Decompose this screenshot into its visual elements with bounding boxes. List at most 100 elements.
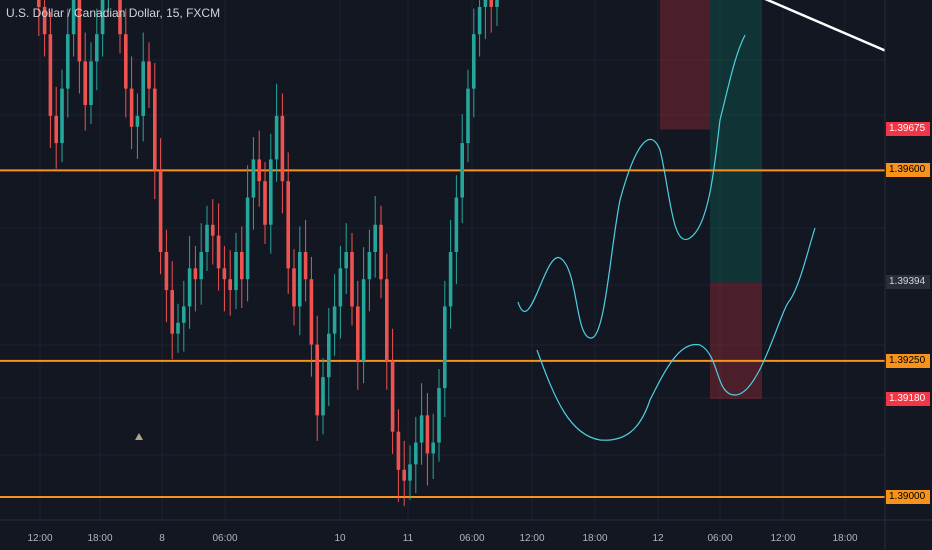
time-tick-label: 06:00 bbox=[212, 533, 237, 544]
time-tick-label: 18:00 bbox=[582, 533, 607, 544]
candle-body bbox=[170, 290, 174, 334]
candle-body bbox=[199, 251, 203, 280]
candlesticks bbox=[37, 0, 499, 507]
candle-body bbox=[193, 268, 198, 280]
candle-body bbox=[298, 251, 302, 307]
candle-body bbox=[66, 34, 70, 89]
horizontal-levels bbox=[0, 169, 885, 498]
candle-body bbox=[89, 61, 93, 105]
candle-body bbox=[176, 322, 180, 334]
candle-body bbox=[205, 224, 209, 252]
price-axis-label: 1.39000 bbox=[886, 490, 930, 504]
candle-body bbox=[286, 181, 290, 269]
time-tick-label: 12:00 bbox=[770, 533, 795, 544]
time-tick-label: 10 bbox=[334, 533, 346, 544]
candle-body bbox=[164, 251, 169, 291]
candle-body bbox=[251, 159, 256, 198]
projection-path-bullish bbox=[517, 34, 746, 339]
candle-body bbox=[228, 279, 232, 291]
candle-body bbox=[495, 0, 499, 7]
candle-body bbox=[350, 251, 354, 307]
candle-body bbox=[431, 442, 435, 454]
candle-body bbox=[118, 0, 122, 35]
candle-body bbox=[425, 415, 430, 454]
candle-body bbox=[158, 170, 163, 252]
candle-body bbox=[187, 268, 192, 307]
candle-body bbox=[460, 143, 464, 198]
candle-body bbox=[54, 115, 58, 144]
candle-body bbox=[42, 6, 47, 35]
candle-body bbox=[95, 34, 99, 62]
candle-body bbox=[71, 0, 76, 35]
price-axis-label: 1.39675 bbox=[886, 122, 930, 137]
candle-body bbox=[280, 115, 285, 182]
candle-body bbox=[361, 279, 366, 361]
candle-body bbox=[60, 88, 64, 144]
candle-body bbox=[483, 0, 488, 7]
candle-body bbox=[327, 333, 331, 378]
candle-body bbox=[222, 268, 227, 280]
candle-body bbox=[48, 34, 53, 116]
candle-body bbox=[448, 251, 453, 307]
candle-body bbox=[303, 251, 308, 280]
grid bbox=[0, 0, 885, 520]
candle-body bbox=[321, 377, 325, 416]
candle-body bbox=[234, 251, 238, 291]
candle-body bbox=[309, 279, 314, 345]
position-boxes bbox=[660, 0, 762, 399]
candle-body bbox=[472, 34, 476, 89]
candle-body bbox=[37, 0, 41, 7]
price-axis-label: 1.39180 bbox=[886, 391, 930, 406]
candle-body bbox=[489, 0, 493, 7]
candle-body bbox=[402, 469, 406, 481]
candle-body bbox=[263, 181, 267, 225]
candle-body bbox=[269, 159, 273, 225]
candle-body bbox=[408, 464, 412, 481]
candle-body bbox=[437, 388, 441, 443]
candle-body bbox=[245, 197, 250, 280]
candle-body bbox=[83, 61, 87, 105]
candle-body bbox=[373, 224, 377, 252]
marker-triangle bbox=[135, 433, 143, 440]
position-2-loss-zone bbox=[710, 282, 762, 399]
candle-body bbox=[216, 235, 221, 269]
candle-body bbox=[332, 306, 337, 334]
projection-path-bearish bbox=[536, 227, 816, 441]
candle-body bbox=[414, 442, 418, 465]
candle-body bbox=[129, 88, 134, 127]
candle-body bbox=[274, 115, 279, 160]
candle-body bbox=[466, 88, 470, 144]
time-tick-label: 18:00 bbox=[87, 533, 112, 544]
candle-body bbox=[419, 415, 424, 443]
candle-body bbox=[454, 197, 459, 252]
candle-body bbox=[356, 306, 360, 361]
candle-body bbox=[390, 360, 395, 432]
candle-body bbox=[135, 115, 140, 127]
candle-body bbox=[141, 61, 145, 116]
candle-body bbox=[477, 6, 482, 35]
time-tick-label: 11 bbox=[403, 533, 414, 544]
chart-title: U.S. Dollar / Canadian Dollar, 15, FXCM bbox=[6, 6, 221, 20]
position-1-loss-zone bbox=[660, 0, 710, 130]
candle-body bbox=[257, 159, 261, 182]
candle-body bbox=[147, 61, 151, 89]
candle-body bbox=[396, 431, 401, 470]
price-axis-label: 1.39600 bbox=[886, 163, 930, 178]
price-axis-label: 1.39394 bbox=[886, 275, 930, 290]
time-tick-label: 06:00 bbox=[707, 533, 732, 544]
candle-body bbox=[385, 279, 389, 361]
time-tick-label: 8 bbox=[159, 533, 165, 544]
candle-body bbox=[182, 306, 186, 323]
candle-body bbox=[240, 251, 244, 280]
candle-body bbox=[100, 0, 105, 35]
candle-body bbox=[292, 268, 296, 307]
candle-body bbox=[77, 0, 82, 62]
price-axis-label: 1.39250 bbox=[886, 353, 930, 368]
time-tick-label: 06:00 bbox=[459, 533, 484, 544]
candle-body bbox=[315, 344, 319, 416]
time-tick-label: 12 bbox=[652, 533, 664, 544]
candle-body bbox=[344, 251, 348, 269]
position-2-profit-zone bbox=[710, 0, 762, 283]
